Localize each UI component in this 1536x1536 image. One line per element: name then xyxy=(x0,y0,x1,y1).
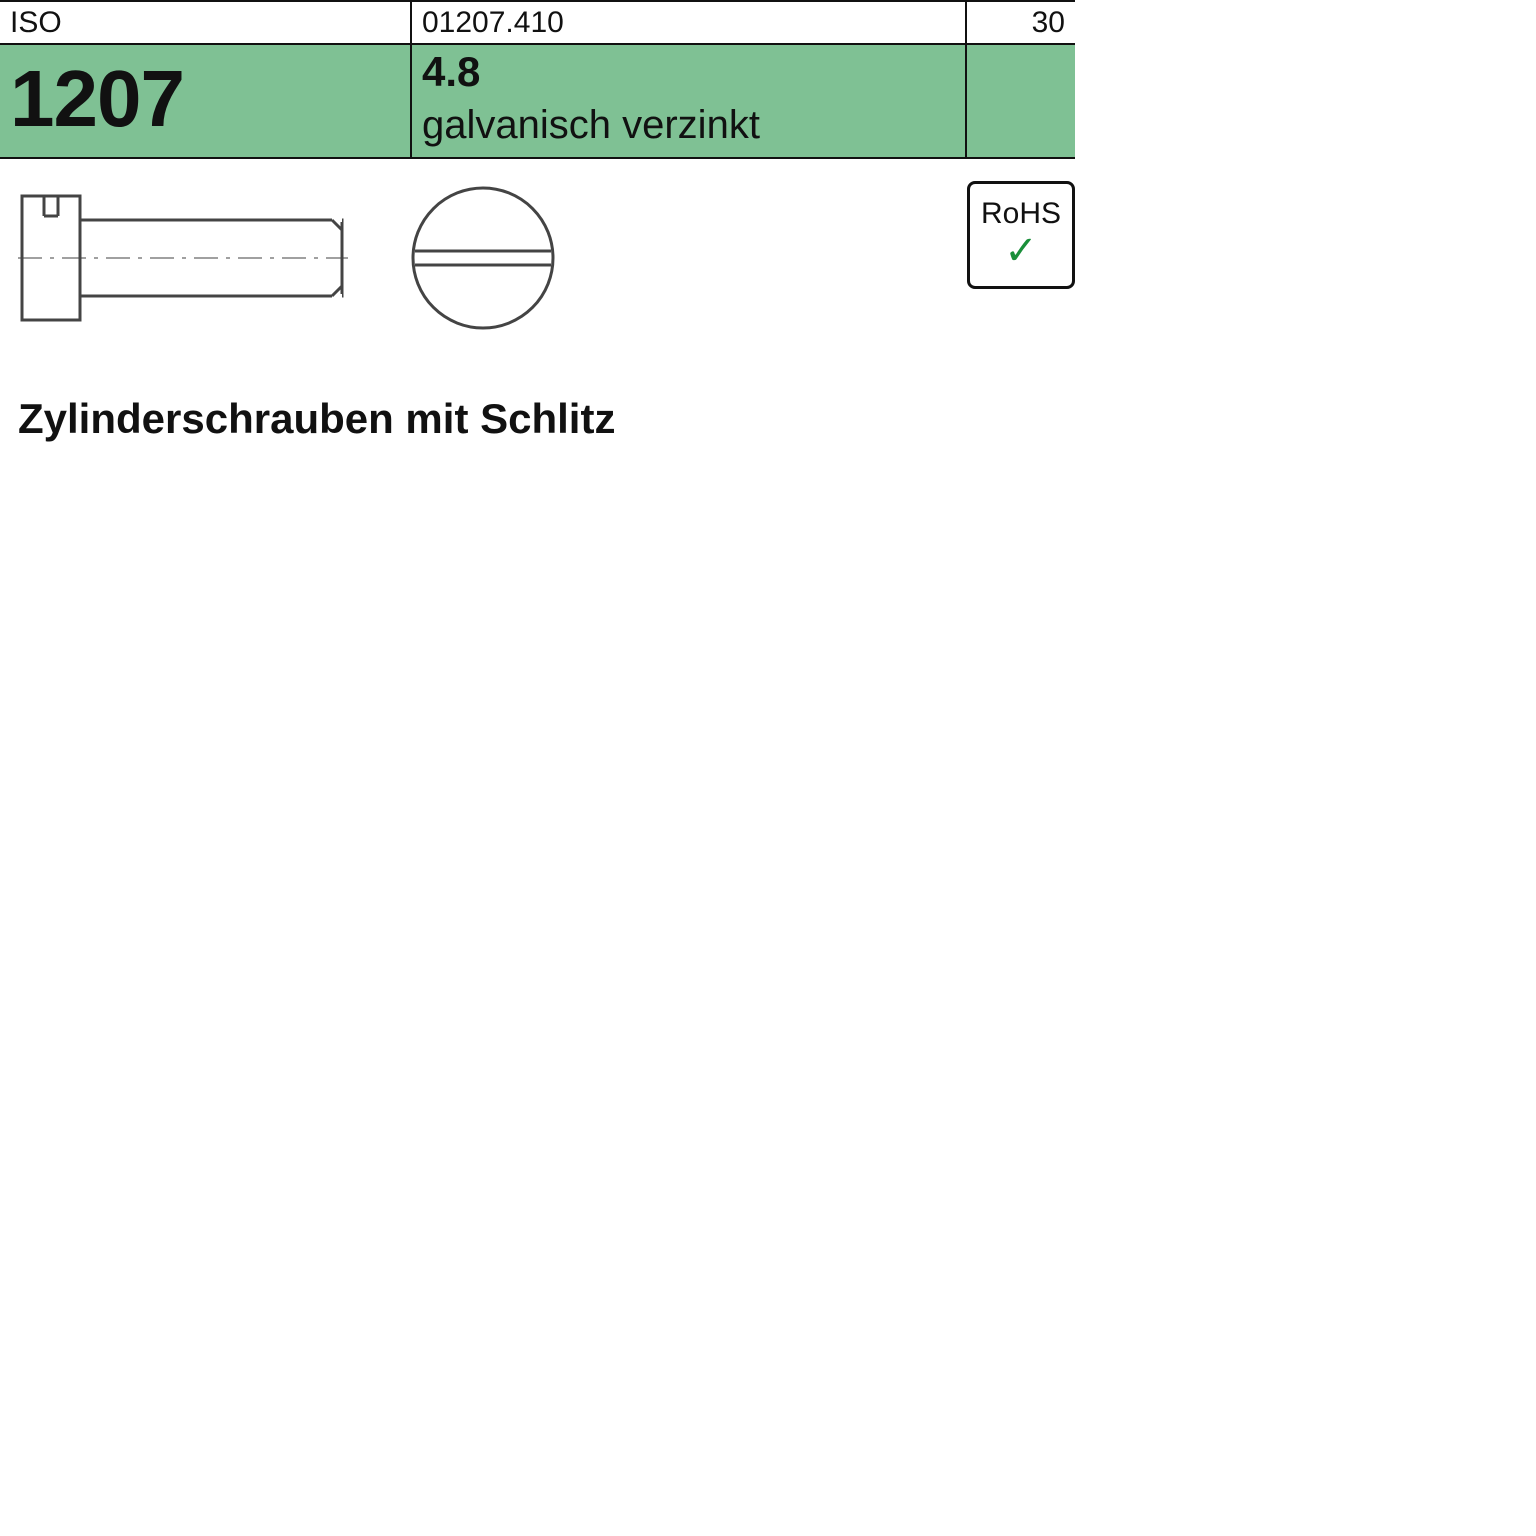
screw-front-view-icon xyxy=(408,183,558,333)
header-left: ISO xyxy=(10,6,62,39)
product-title: Zylinderschrauben mit Schlitz xyxy=(0,363,1075,443)
screw-side-view-icon xyxy=(18,188,348,328)
technical-drawing: RoHS ✓ xyxy=(0,159,1075,363)
spec-row: 1207 4.8 galvanisch verzinkt xyxy=(0,43,1075,159)
rohs-badge: RoHS ✓ xyxy=(967,181,1075,289)
rohs-label: RoHS xyxy=(981,199,1061,229)
header-right: 30 xyxy=(1032,6,1065,39)
check-icon: ✓ xyxy=(1004,231,1038,271)
header-row: ISO 01207.410 30 xyxy=(0,0,1075,43)
iso-number: 1207 xyxy=(10,59,184,139)
header-mid: 01207.410 xyxy=(422,6,564,39)
surface-finish: galvanisch verzinkt xyxy=(422,103,760,147)
strength-grade: 4.8 xyxy=(422,51,480,93)
